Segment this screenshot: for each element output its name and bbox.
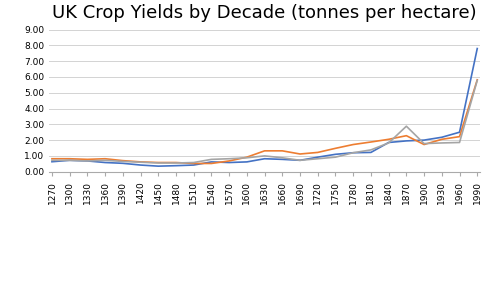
Oats — [403, 124, 409, 128]
Barley — [49, 157, 55, 160]
Oats — [474, 79, 480, 82]
Oats — [262, 154, 268, 158]
Wheat — [368, 151, 374, 154]
Barley — [155, 161, 161, 164]
Oats — [102, 159, 108, 162]
Barley — [84, 157, 90, 161]
Barley — [315, 151, 320, 154]
Barley — [386, 138, 392, 141]
Barley — [226, 159, 232, 163]
Barley — [421, 143, 427, 146]
Wheat — [403, 139, 409, 143]
Barley — [67, 157, 73, 160]
Oats — [333, 155, 339, 159]
Wheat — [244, 160, 250, 164]
Oats — [297, 159, 303, 162]
Barley — [173, 161, 179, 164]
Barley — [350, 143, 356, 146]
Wheat — [102, 161, 108, 164]
Wheat — [333, 152, 339, 156]
Barley — [244, 155, 250, 159]
Barley — [102, 157, 108, 160]
Line: Wheat: Wheat — [52, 49, 477, 166]
Barley — [297, 152, 303, 156]
Wheat — [457, 131, 463, 134]
Wheat — [262, 157, 268, 160]
Wheat — [49, 160, 55, 163]
Wheat — [279, 157, 285, 161]
Wheat — [84, 159, 90, 163]
Wheat — [138, 163, 144, 167]
Oats — [279, 156, 285, 160]
Barley — [333, 147, 339, 150]
Barley — [368, 140, 374, 144]
Barley — [439, 138, 445, 141]
Wheat — [474, 47, 480, 50]
Wheat — [226, 161, 232, 164]
Oats — [173, 161, 179, 165]
Oats — [191, 161, 196, 164]
Wheat — [315, 155, 320, 159]
Barley — [120, 159, 126, 163]
Oats — [386, 141, 392, 145]
Oats — [350, 151, 356, 155]
Oats — [84, 159, 90, 163]
Oats — [439, 141, 445, 145]
Oats — [67, 159, 73, 162]
Oats — [209, 157, 215, 161]
Oats — [49, 159, 55, 162]
Oats — [226, 157, 232, 160]
Oats — [457, 141, 463, 144]
Barley — [262, 149, 268, 153]
Title: UK Crop Yields by Decade (tonnes per hectare): UK Crop Yields by Decade (tonnes per hec… — [52, 4, 477, 22]
Oats — [244, 156, 250, 160]
Barley — [457, 135, 463, 139]
Wheat — [297, 159, 303, 162]
Wheat — [386, 141, 392, 144]
Oats — [368, 148, 374, 152]
Barley — [138, 160, 144, 164]
Wheat — [209, 160, 215, 164]
Wheat — [155, 164, 161, 168]
Line: Oats: Oats — [52, 81, 477, 163]
Wheat — [173, 164, 179, 168]
Wheat — [439, 136, 445, 139]
Wheat — [67, 159, 73, 162]
Wheat — [120, 162, 126, 165]
Barley — [209, 162, 215, 165]
Barley — [403, 134, 409, 137]
Wheat — [421, 138, 427, 142]
Oats — [315, 157, 320, 160]
Wheat — [350, 151, 356, 155]
Oats — [138, 160, 144, 164]
Oats — [421, 142, 427, 145]
Oats — [120, 160, 126, 163]
Barley — [474, 78, 480, 82]
Line: Barley: Barley — [52, 80, 477, 163]
Barley — [191, 162, 196, 165]
Wheat — [191, 163, 196, 167]
Oats — [155, 161, 161, 165]
Barley — [279, 149, 285, 153]
